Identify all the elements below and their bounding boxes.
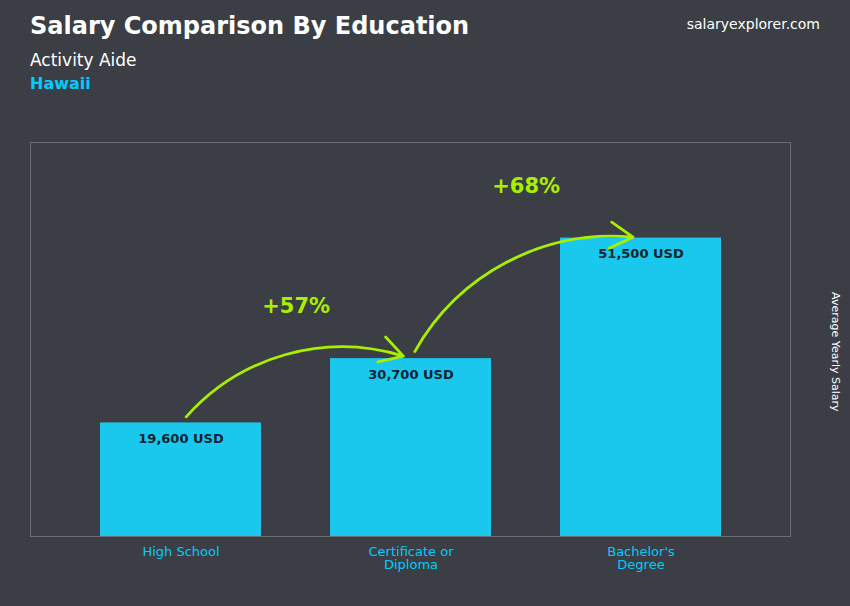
svg-text:Certificate orDiploma: Certificate orDiploma bbox=[369, 544, 455, 572]
html-text:Salary Comparison By Education: Salary Comparison By Education bbox=[30, 12, 470, 40]
svg-text:+68%: +68% bbox=[492, 174, 560, 198]
svg-text:+57%: +57% bbox=[262, 294, 330, 318]
html-text:Average Yearly Salary: Average Yearly Salary bbox=[828, 292, 842, 412]
html-text:Hawaii: Hawaii bbox=[30, 74, 91, 93]
svg-text:High School: High School bbox=[142, 544, 219, 559]
html-text:salaryexplorer.com: salaryexplorer.com bbox=[686, 16, 820, 32]
svg-text:19,600 USD: 19,600 USD bbox=[138, 431, 224, 446]
html-text:Activity Aide: Activity Aide bbox=[30, 50, 137, 70]
svg-text:30,700 USD: 30,700 USD bbox=[368, 367, 454, 382]
svg-text:Bachelor'sDegree: Bachelor'sDegree bbox=[607, 544, 675, 572]
svg-text:51,500 USD: 51,500 USD bbox=[598, 246, 684, 262]
